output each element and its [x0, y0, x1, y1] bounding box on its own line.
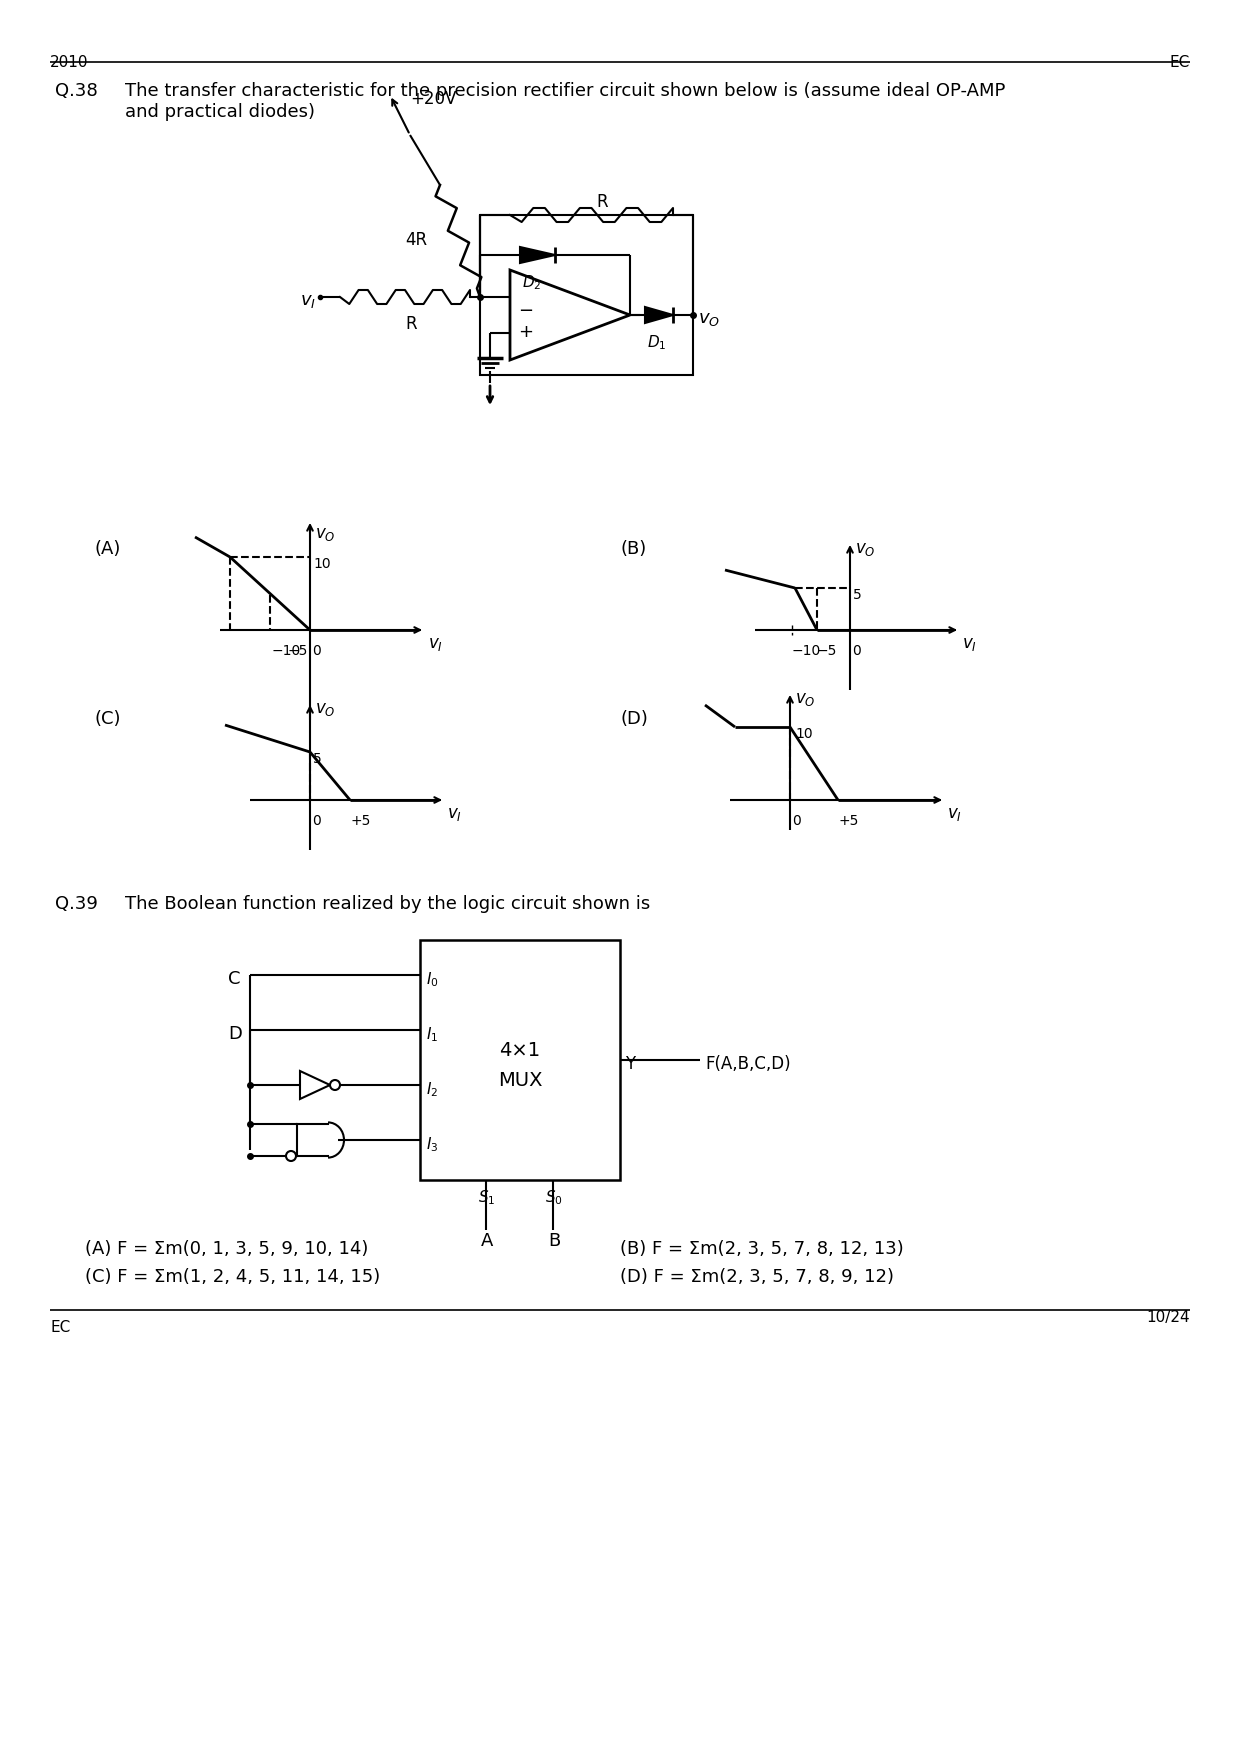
Text: R: R	[596, 193, 608, 210]
Text: $v_O$: $v_O$	[795, 689, 816, 709]
Text: and practical diodes): and practical diodes)	[125, 103, 315, 121]
Text: +20V: +20V	[410, 89, 456, 109]
Polygon shape	[645, 307, 673, 323]
Text: 0: 0	[852, 644, 861, 658]
Bar	[420, 940, 620, 1180]
Text: 4R: 4R	[405, 232, 427, 249]
Text: (C): (C)	[95, 710, 122, 728]
Text: $v_O$: $v_O$	[698, 310, 720, 328]
Text: $v_O$: $v_O$	[856, 540, 875, 558]
Text: (D) F = Σm(2, 3, 5, 7, 8, 9, 12): (D) F = Σm(2, 3, 5, 7, 8, 9, 12)	[620, 1268, 894, 1286]
Text: The transfer characteristic for the precision rectifier circuit shown below is (: The transfer characteristic for the prec…	[125, 82, 1006, 100]
Text: $D_1$: $D_1$	[647, 333, 666, 353]
Text: 5: 5	[853, 588, 862, 602]
Text: $v_O$: $v_O$	[315, 524, 336, 544]
Text: (A) F = Σm(0, 1, 3, 5, 9, 10, 14): (A) F = Σm(0, 1, 3, 5, 9, 10, 14)	[86, 1240, 368, 1258]
Text: B: B	[548, 1231, 560, 1251]
Text: 2010: 2010	[50, 54, 88, 70]
Text: D: D	[228, 1024, 242, 1044]
Text: −10: −10	[792, 644, 821, 658]
Text: −5: −5	[288, 644, 309, 658]
Text: 0: 0	[312, 814, 321, 828]
Text: Q.38: Q.38	[55, 82, 98, 100]
Text: $-$: $-$	[518, 300, 533, 317]
Bar	[480, 216, 693, 375]
Text: 0: 0	[312, 644, 321, 658]
Text: $I_0$: $I_0$	[427, 970, 439, 989]
Text: $+$: $+$	[518, 323, 533, 340]
Text: $v_I$: $v_I$	[962, 635, 977, 652]
Text: EC: EC	[1169, 54, 1190, 70]
Text: (B): (B)	[620, 540, 646, 558]
Text: (B) F = Σm(2, 3, 5, 7, 8, 12, 13): (B) F = Σm(2, 3, 5, 7, 8, 12, 13)	[620, 1240, 904, 1258]
Text: 4×1: 4×1	[500, 1040, 541, 1059]
Text: +5: +5	[838, 814, 858, 828]
Text: F(A,B,C,D): F(A,B,C,D)	[706, 1054, 791, 1073]
Text: 10: 10	[795, 726, 812, 740]
Text: (A): (A)	[95, 540, 122, 558]
Polygon shape	[520, 247, 556, 263]
Text: R: R	[405, 316, 417, 333]
Text: 10/24: 10/24	[1146, 1310, 1190, 1324]
Text: $v_I$: $v_I$	[428, 635, 443, 652]
Text: $I_3$: $I_3$	[427, 1135, 439, 1154]
Text: $v_O$: $v_O$	[315, 700, 336, 717]
Text: Q.39: Q.39	[55, 895, 98, 914]
Text: MUX: MUX	[497, 1070, 542, 1089]
Text: −5: −5	[817, 644, 837, 658]
Text: −10: −10	[272, 644, 301, 658]
Text: 5: 5	[312, 752, 321, 766]
Text: The Boolean function realized by the logic circuit shown is: The Boolean function realized by the log…	[125, 895, 650, 914]
Text: $D_2$: $D_2$	[522, 274, 542, 291]
Text: $I_1$: $I_1$	[427, 1024, 438, 1044]
Text: EC: EC	[50, 1321, 71, 1335]
Text: $v_I$: $v_I$	[947, 805, 962, 823]
Text: C: C	[228, 970, 241, 988]
Text: +5: +5	[350, 814, 371, 828]
Text: (D): (D)	[620, 710, 647, 728]
Text: $S_1$: $S_1$	[477, 1187, 496, 1207]
Text: $v_I$: $v_I$	[446, 805, 463, 823]
Text: $v_I$: $v_I$	[300, 291, 316, 310]
Text: 10: 10	[312, 558, 331, 572]
Text: (C) F = Σm(1, 2, 4, 5, 11, 14, 15): (C) F = Σm(1, 2, 4, 5, 11, 14, 15)	[86, 1268, 381, 1286]
Text: $S_0$: $S_0$	[546, 1187, 563, 1207]
Text: 0: 0	[792, 814, 801, 828]
Text: A: A	[481, 1231, 494, 1251]
Text: $I_2$: $I_2$	[427, 1080, 438, 1098]
Text: Y: Y	[625, 1054, 635, 1073]
